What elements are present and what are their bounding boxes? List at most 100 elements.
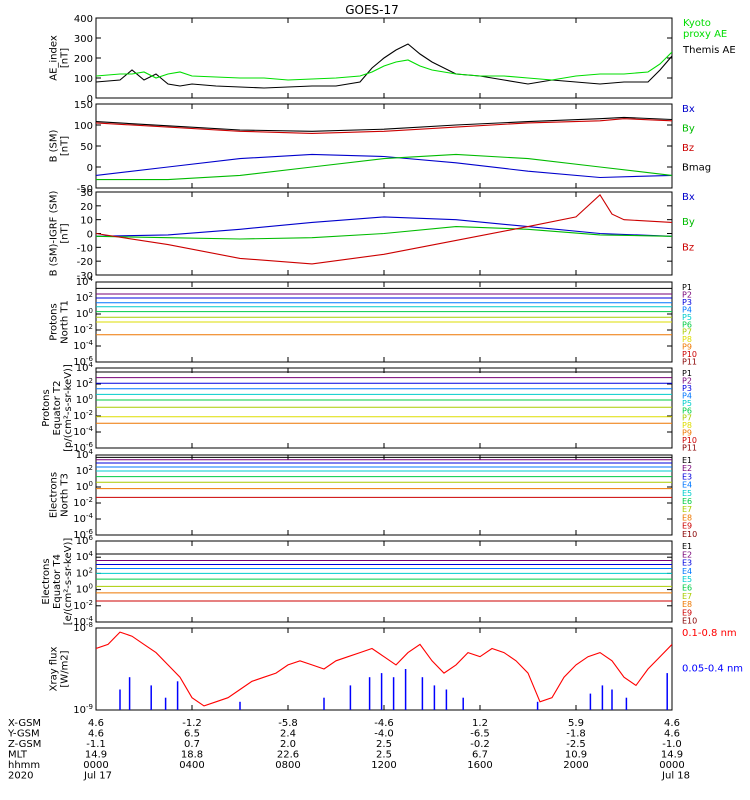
series-line xyxy=(96,51,672,81)
legend-entry: E5 xyxy=(682,489,692,498)
y-tick-label: 100 xyxy=(76,480,93,493)
series-group xyxy=(96,631,672,710)
legend-entry: P8 xyxy=(682,421,692,430)
legend-entry: P2 xyxy=(682,376,692,385)
legend-entry: P9 xyxy=(682,429,692,438)
y-tick-label: 10-6 xyxy=(73,441,93,454)
x-axis-value: 2000 xyxy=(563,760,588,771)
legend-entry: E9 xyxy=(682,522,692,531)
y-tick-label: -10 xyxy=(77,243,93,254)
legend-entry: Bx xyxy=(682,104,695,115)
x-axis-value: -1.1 xyxy=(86,739,106,750)
x-axis-value: -5.8 xyxy=(278,718,298,729)
legend-entry: Bx xyxy=(682,192,695,203)
legend-entry: E1 xyxy=(682,542,692,551)
series-line xyxy=(96,118,672,134)
legend-entry: By xyxy=(682,124,695,135)
series-group xyxy=(96,43,672,89)
x-axis-value: -1.0 xyxy=(662,739,682,750)
legend-entry: 0.1-0.8 nm xyxy=(682,628,737,639)
series-group xyxy=(96,371,672,424)
y-tick-label: 100 xyxy=(76,393,93,406)
x-axis-value: 0000 xyxy=(83,760,108,771)
x-axis-value: 5.9 xyxy=(568,718,584,729)
y-tick-label: 10 xyxy=(80,216,93,227)
legend-entry: By xyxy=(682,217,695,228)
panel-pnt1: 104 102 100 10-2 10-4 10-6 Protons North T1 P1P2… xyxy=(49,275,698,368)
x-axis-row-label: X-GSM xyxy=(8,718,41,729)
series-group xyxy=(96,456,672,498)
x-axis-value: 1600 xyxy=(467,760,492,771)
x-axis-value: 6.5 xyxy=(184,729,200,740)
y-axis-label: Protons xyxy=(41,389,52,426)
y-axis-label: B (SM)-IGRF (SM) xyxy=(49,191,60,277)
y-axis-label: AE_index xyxy=(49,35,60,81)
y-axis-label: [nT] xyxy=(60,136,71,156)
y-axis-label: Xray flux xyxy=(49,647,60,692)
y-tick-label: 10-9 xyxy=(73,703,93,716)
y-axis-label: Electrons xyxy=(41,558,52,604)
legend-entry: E6 xyxy=(682,584,692,593)
series-group xyxy=(96,116,672,181)
x-axis-value: 2.5 xyxy=(376,750,392,761)
y-tick-label: 10-2 xyxy=(73,496,93,509)
y-axis-label: Electrons xyxy=(49,472,60,518)
legend-entry: P6 xyxy=(682,406,692,415)
series-line xyxy=(96,216,672,237)
x-axis-value: 2.0 xyxy=(280,739,296,750)
panel-frame xyxy=(95,627,673,711)
panel-bsm: 150 100 50 0 -50 B (SM) [nT] Bx By Bz Bmag xyxy=(49,100,712,195)
x-axis-value: 4.6 xyxy=(664,729,680,740)
series-line xyxy=(96,631,672,707)
panel-pet2: 104 102 100 10-2 10-4 10-6 Protons Equator T2 [p… xyxy=(41,361,697,454)
y-tick-label: 10-4 xyxy=(73,512,93,525)
legend-entry: P3 xyxy=(682,384,692,393)
x-axis-value: 14.9 xyxy=(85,750,107,761)
y-tick-label: 100 xyxy=(74,121,93,132)
y-tick-label: 102 xyxy=(76,291,93,304)
x-axis-value: -0.2 xyxy=(470,739,490,750)
legend-entry: E9 xyxy=(682,608,692,617)
y-tick-label: 106 xyxy=(76,534,94,547)
series-line xyxy=(96,153,672,181)
legend-entry: 0.05-0.4 nm xyxy=(682,664,743,675)
x-axis-value: 1.2 xyxy=(472,718,488,729)
y-tick-label: 104 xyxy=(76,275,94,288)
y-tick-label: 104 xyxy=(76,361,94,374)
y-tick-label: 10-6 xyxy=(73,355,93,368)
x-axis-value: 0.7 xyxy=(184,739,200,750)
legend-entry: P1 xyxy=(682,283,692,292)
y-tick-label: -30 xyxy=(77,271,93,282)
y-tick-label: 10-4 xyxy=(73,425,93,438)
legend-entry: Bz xyxy=(682,143,694,154)
legend-entry: E2 xyxy=(682,464,692,473)
y-tick-label: 150 xyxy=(74,100,93,111)
legend-entry: E6 xyxy=(682,497,692,506)
x-axis-value: 0800 xyxy=(275,760,300,771)
y-tick-label: 0 xyxy=(87,163,93,174)
y-tick-label: 10-2 xyxy=(73,409,93,422)
y-tick-label: 20 xyxy=(80,202,93,213)
x-axis-table: X-GSMY-GSMZ-GSMMLThhmm20204.64.6-1.114.9… xyxy=(7,718,690,782)
x-axis-value: -4.6 xyxy=(374,718,394,729)
legend-entry: P9 xyxy=(682,343,692,352)
x-axis-value: 0400 xyxy=(179,760,204,771)
legend-entry: P7 xyxy=(682,328,692,337)
series-line xyxy=(96,116,672,132)
y-tick-label: 104 xyxy=(76,448,94,461)
legend-entry: E4 xyxy=(682,481,692,490)
legend-entry: E8 xyxy=(682,600,692,609)
x-axis-value: 2.4 xyxy=(280,729,296,740)
y-tick-label: 100 xyxy=(74,74,93,85)
legend-entry: Themis AE xyxy=(682,45,736,56)
series-line xyxy=(96,193,672,265)
legend-entry: P7 xyxy=(682,414,692,423)
y-axis-label: North T1 xyxy=(60,300,71,344)
y-tick-label: 300 xyxy=(74,34,93,45)
y-tick-label: 10-2 xyxy=(73,323,93,336)
x-axis-value: 18.8 xyxy=(181,750,203,761)
y-tick-label: 200 xyxy=(74,54,93,65)
y-tick-label: 10-8 xyxy=(73,621,93,634)
x-axis-row-label: MLT xyxy=(8,750,28,761)
